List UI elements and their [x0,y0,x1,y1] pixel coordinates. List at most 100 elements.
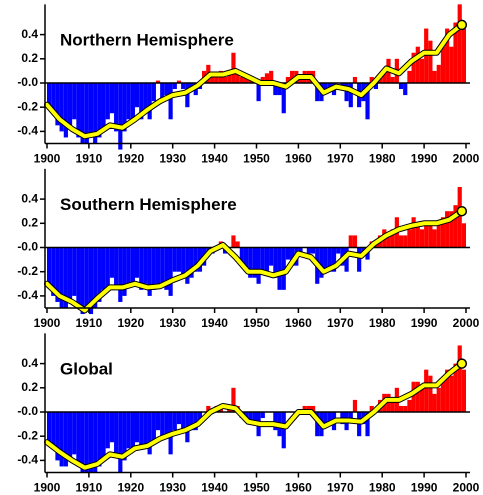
bar [88,83,94,138]
bar [55,247,60,302]
bar [415,381,420,412]
smooth-line [45,22,464,139]
y-tick-label: -0.2 [17,428,38,442]
bar [315,83,320,102]
bar [160,412,165,437]
bar [428,40,433,83]
bar [369,405,374,412]
bar [306,405,311,412]
bar [176,412,182,425]
bar [114,412,119,455]
bar [80,247,85,315]
bar [51,83,56,114]
bar [134,412,140,443]
bar [273,247,278,278]
bar [277,247,282,290]
x-tick-label: 1940 [201,316,228,330]
bar [373,83,379,90]
y-tick-label: -0.2 [17,264,38,278]
bar [114,83,119,132]
bar [227,70,232,83]
x-tick-label: 1980 [369,316,396,330]
bar [398,235,404,248]
bar [243,247,249,272]
bar [134,247,140,278]
bar [84,247,89,308]
x-tick-label: 1970 [327,316,354,330]
bar [432,393,437,412]
bar [155,412,161,431]
bar [352,235,358,248]
bar [231,235,236,248]
bar [424,223,429,248]
bar [160,247,165,284]
x-tick-label: 1990 [411,316,438,330]
bar [449,46,454,83]
x-tick-label: 1900 [34,316,61,330]
bar [147,247,152,296]
y-tick-label: 0.4 [21,356,38,370]
bar [176,80,182,83]
bar [386,235,391,248]
bar [168,83,173,120]
bar [168,247,173,296]
x-tick-label: 1930 [159,316,186,330]
bar [382,70,387,83]
y-tick-label: -0.4 [17,288,38,302]
bar [101,247,106,290]
bar [348,235,353,248]
bar [264,73,270,83]
bar [139,247,144,290]
bar [419,229,425,248]
bar [243,76,249,83]
bar [97,412,102,467]
bar [260,412,265,419]
bar [122,83,127,132]
bar [424,369,429,412]
bar [172,412,177,431]
bar [415,223,420,248]
bar [428,223,433,248]
bar [172,83,177,90]
bar [134,83,140,108]
x-tick-label: 1950 [243,481,270,495]
bar [327,412,332,425]
bar [109,247,115,278]
bar [210,76,215,83]
x-tick-label: 1930 [159,152,186,166]
x-tick-label: 1910 [76,316,103,330]
panel-title: Northern Hemisphere [60,30,234,49]
x-tick-label: 1920 [117,152,144,166]
y-tick-label: 0.2 [21,215,38,229]
x-tick-label: 1950 [243,316,270,330]
bar [415,46,420,83]
bar [231,52,236,83]
y-tick-label: -0.0 [17,404,38,418]
bar [164,412,169,437]
bar [80,83,85,144]
end-point [456,19,468,31]
bar [151,247,156,290]
bar [252,247,257,278]
bar [273,412,278,431]
bar [453,363,458,412]
end-point [456,358,468,369]
bar [105,83,110,120]
bar [55,83,60,126]
x-tick-label: 1910 [76,152,103,166]
bar [403,235,408,248]
bar [407,229,412,248]
y-tick-label: -0.0 [17,75,38,89]
bar [239,247,244,266]
bar [80,412,85,473]
bar [457,4,462,84]
bar [59,83,64,132]
bar [440,46,446,83]
x-tick-label: 1980 [369,152,396,166]
bar [436,64,441,83]
bar [84,412,89,473]
bar [445,28,450,83]
bar [436,223,441,248]
bar [122,247,127,296]
bar [331,247,337,272]
